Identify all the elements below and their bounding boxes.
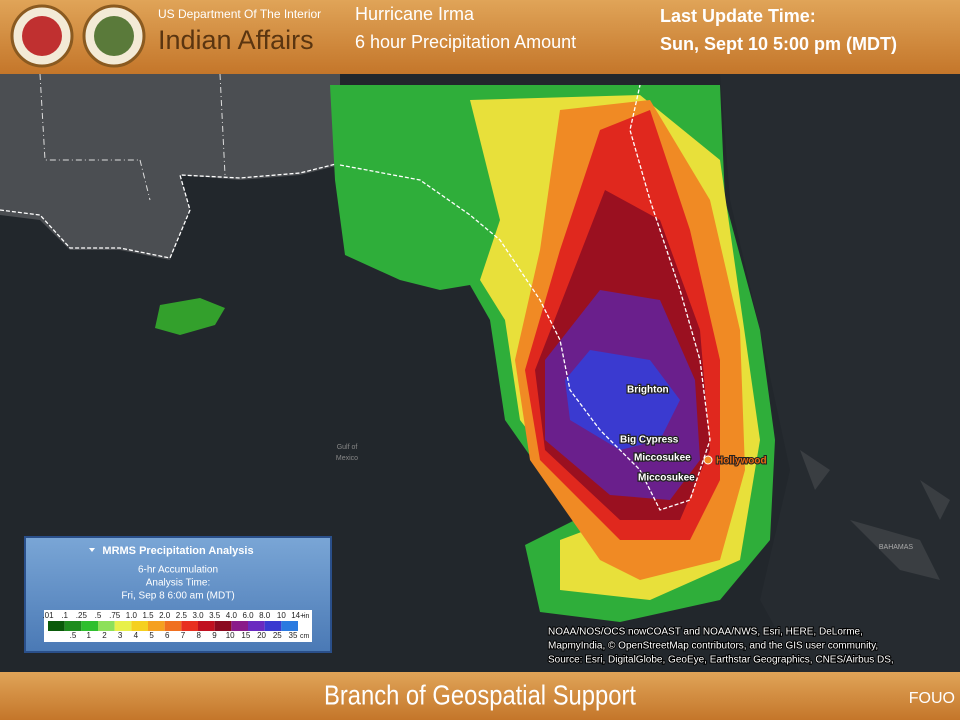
scale-label-cm: .5 <box>70 631 77 640</box>
scale-swatch <box>81 621 98 631</box>
scale-label-in: 6.0 <box>242 611 254 620</box>
scale-label-in: 8.0 <box>259 611 271 620</box>
update-time: Sun, Sept 10 5:00 pm (MDT) <box>660 34 897 54</box>
scale-label-cm: 6 <box>165 631 170 640</box>
legend-title[interactable]: MRMS Precipitation Analysis <box>102 545 253 557</box>
map-subtitle: 6 hour Precipitation Amount <box>355 32 576 52</box>
scale-swatch <box>181 621 198 631</box>
scale-label-in: 2.0 <box>159 611 171 620</box>
place-label: Big Cypress <box>620 435 679 446</box>
scale-label-in: .5 <box>95 611 102 620</box>
map-title: Hurricane Irma <box>355 4 475 24</box>
collapse-icon[interactable] <box>89 548 95 552</box>
scale-label-in: .75 <box>109 611 121 620</box>
scale-swatch <box>281 621 298 631</box>
scale-label-cm: 5 <box>149 631 154 640</box>
scale-label-cm: 10 <box>226 631 235 640</box>
attribution: Source: Esri, DigitalGlobe, GeoEye, Eart… <box>548 655 894 666</box>
place-label: Miccosukee <box>638 473 695 484</box>
legend-text: Fri, Sep 8 6:00 am (MDT) <box>121 591 234 602</box>
scale-unit-cm: cm <box>300 633 310 640</box>
scale-label-in: 3.0 <box>192 611 204 620</box>
florida-coast <box>339 84 711 511</box>
agency-line: US Department Of The Interior <box>158 7 321 21</box>
scale-label-cm: 35 <box>289 631 298 640</box>
scale-swatch <box>64 621 82 631</box>
scale-label-cm: 15 <box>241 631 250 640</box>
sea-label: Mexico <box>336 455 358 462</box>
scale-swatch <box>231 621 248 631</box>
bia-logo-inner <box>94 16 134 56</box>
scale-swatch <box>198 621 215 631</box>
seal-logo-inner <box>22 16 62 56</box>
scale-label-in: 10 <box>277 611 286 620</box>
scale-label-cm: 7 <box>181 631 186 640</box>
scale-label-in: 4.0 <box>226 611 238 620</box>
scale-swatch <box>114 621 132 631</box>
agency-name: Indian Affairs <box>158 25 314 55</box>
scale-label-cm: 1 <box>86 631 91 640</box>
scale-swatch <box>164 621 182 631</box>
footer-bar <box>0 672 960 720</box>
legend-text: 6-hr Accumulation <box>138 565 218 576</box>
scale-label-cm: 2 <box>102 631 107 640</box>
scale-label-in: 14+ <box>291 611 305 620</box>
scale-label-in: 2.5 <box>176 611 188 620</box>
precip-blue <box>565 350 680 450</box>
scale-label-in: 1.0 <box>126 611 138 620</box>
footer-marking: FOUO <box>909 690 955 707</box>
place-label: Miccosukee <box>634 453 691 464</box>
sea-label: Gulf of <box>337 444 358 451</box>
coastline <box>0 162 341 259</box>
scale-unit-in: in <box>304 613 310 620</box>
land-west <box>0 74 340 260</box>
update-label: Last Update Time: <box>660 6 816 26</box>
scale-label-cm: 8 <box>196 631 201 640</box>
scale-label-in: .01 <box>42 611 54 620</box>
scale-label-cm: 3 <box>118 631 123 640</box>
scale-label-cm: 4 <box>134 631 139 640</box>
scale-swatch <box>214 621 232 631</box>
scale-label-in: 1.5 <box>142 611 154 620</box>
scale-label-cm: 25 <box>273 631 282 640</box>
scale-swatch <box>131 621 148 631</box>
scale-label-cm: 9 <box>212 631 217 640</box>
country-label: BAHAMAS <box>879 544 914 551</box>
scale-label-cm: 20 <box>257 631 266 640</box>
place-label: Brighton <box>627 385 669 396</box>
scale-label-in: .25 <box>76 611 88 620</box>
place-marker <box>703 455 713 465</box>
scale-swatch <box>48 621 65 631</box>
attribution: MapmyIndia, © OpenStreetMap contributors… <box>548 641 878 652</box>
scale-swatch <box>98 621 115 631</box>
atlantic <box>720 74 960 672</box>
header-bar <box>0 0 960 74</box>
scale-swatch <box>264 621 282 631</box>
scale-swatch <box>148 621 165 631</box>
place-label: Hollywood <box>716 456 767 467</box>
bahamas-islands <box>800 450 950 580</box>
scale-label-in: .1 <box>61 611 68 620</box>
footer-title: Branch of Geospatial Support <box>324 679 637 711</box>
state-borders <box>39 73 226 201</box>
attribution: NOAA/NOS/OCS nowCOAST and NOAA/NWS, Esri… <box>548 627 863 638</box>
scale-label-in: 3.5 <box>209 611 221 620</box>
precip-gulf <box>155 298 225 335</box>
scale-swatch <box>248 621 265 631</box>
legend-text: Analysis Time: <box>146 578 210 589</box>
